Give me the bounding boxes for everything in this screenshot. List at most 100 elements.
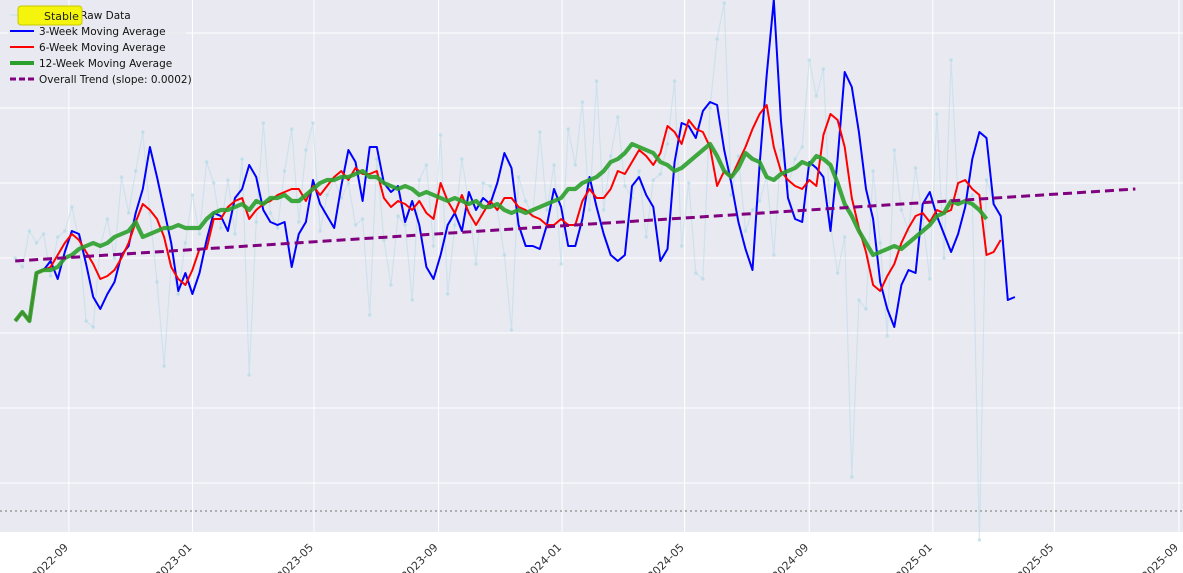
data-point: [282, 169, 287, 173]
series-3: [13, 141, 989, 324]
data-point: [566, 127, 571, 131]
data-point: [545, 208, 549, 212]
data-point: [821, 67, 826, 71]
data-point: [892, 148, 897, 152]
data-point: [857, 298, 861, 302]
data-point: [204, 160, 209, 164]
data-point: [296, 220, 301, 224]
data-point: [715, 37, 719, 41]
data-point: [516, 175, 521, 179]
data-point: [197, 232, 202, 236]
x-tick-label: 2025-09: [1139, 541, 1181, 573]
data-point: [360, 217, 365, 221]
data-point: [616, 115, 620, 119]
data-point: [452, 223, 457, 227]
data-point: [396, 214, 400, 218]
data-point: [502, 253, 507, 257]
data-point: [247, 373, 251, 377]
data-point: [977, 538, 982, 542]
data-point: [346, 181, 351, 185]
data-point: [162, 364, 166, 368]
data-point: [772, 253, 776, 257]
status-badge-text: Stable: [44, 10, 79, 23]
legend-label: 12-Week Moving Average: [39, 58, 172, 70]
data-point: [289, 127, 294, 131]
data-point: [176, 292, 181, 296]
data-point: [587, 208, 592, 212]
data-point: [268, 211, 273, 215]
data-point: [800, 145, 804, 149]
data-point: [155, 280, 159, 284]
data-point: [722, 1, 726, 5]
data-point: [637, 169, 641, 173]
data-point: [474, 262, 478, 266]
data-point: [665, 142, 670, 146]
data-point: [885, 334, 890, 338]
data-point: [325, 193, 329, 197]
data-point: [559, 262, 563, 266]
data-point: [424, 163, 429, 167]
data-point: [48, 274, 53, 278]
data-point: [509, 328, 514, 332]
data-point: [126, 211, 131, 215]
legend-label: Overall Trend (slope: 0.0002): [39, 74, 192, 86]
data-point: [311, 121, 315, 125]
x-tick-label: 2025-05: [1015, 541, 1057, 573]
data-point: [63, 229, 67, 233]
data-point: [736, 154, 741, 158]
data-point: [899, 208, 904, 212]
data-point: [119, 175, 124, 179]
data-point: [949, 58, 953, 62]
data-point: [573, 163, 578, 167]
data-point: [460, 157, 464, 161]
data-point: [623, 184, 627, 188]
data-point: [694, 271, 698, 275]
x-axis-ticks: 2022-09 2023-01 2023-05 2023-09 2024-01 2024-…: [29, 541, 1181, 573]
data-point: [275, 226, 280, 230]
data-point: [864, 307, 868, 311]
data-point: [594, 79, 599, 83]
x-tick-label: 2024-09: [770, 541, 812, 573]
x-tick-label: 2025-01: [893, 541, 935, 573]
legend-item: 6-Week Moving Average: [10, 42, 166, 54]
data-point: [835, 271, 840, 275]
x-tick-label: 2024-01: [523, 541, 565, 573]
data-point: [70, 205, 74, 209]
grid: [0, 0, 1183, 532]
legend-item: 3-Week Moving Average: [10, 26, 166, 38]
data-point: [942, 256, 946, 260]
x-tick-label: 2022-09: [29, 541, 71, 573]
data-point: [410, 298, 415, 302]
data-point: [970, 193, 975, 197]
series-line: [14, 104, 1002, 322]
series-layer: [13, 0, 1136, 542]
data-point: [729, 193, 734, 197]
data-point: [438, 133, 443, 137]
data-point: [183, 241, 188, 245]
status-badge: Stable: [17, 5, 83, 26]
data-point: [679, 244, 684, 248]
x-tick-label: 2023-09: [399, 541, 441, 573]
series-4: [15, 187, 1136, 263]
data-point: [538, 130, 542, 134]
data-point: [417, 178, 422, 182]
data-point: [218, 226, 223, 230]
data-point: [658, 172, 663, 176]
data-point: [34, 241, 39, 245]
x-tick-label: 2024-05: [645, 541, 687, 573]
data-point: [389, 283, 393, 287]
data-point: [757, 199, 762, 203]
plot-background: [0, 0, 1183, 532]
data-point: [913, 166, 918, 170]
data-point: [935, 112, 939, 116]
data-point: [13, 256, 17, 260]
data-point: [91, 325, 95, 329]
data-point: [112, 256, 117, 260]
data-point: [580, 100, 585, 104]
data-point: [984, 178, 989, 182]
data-point: [431, 244, 436, 248]
data-point: [708, 106, 712, 110]
data-point: [445, 292, 450, 296]
data-point: [367, 313, 372, 317]
data-point: [226, 178, 230, 182]
